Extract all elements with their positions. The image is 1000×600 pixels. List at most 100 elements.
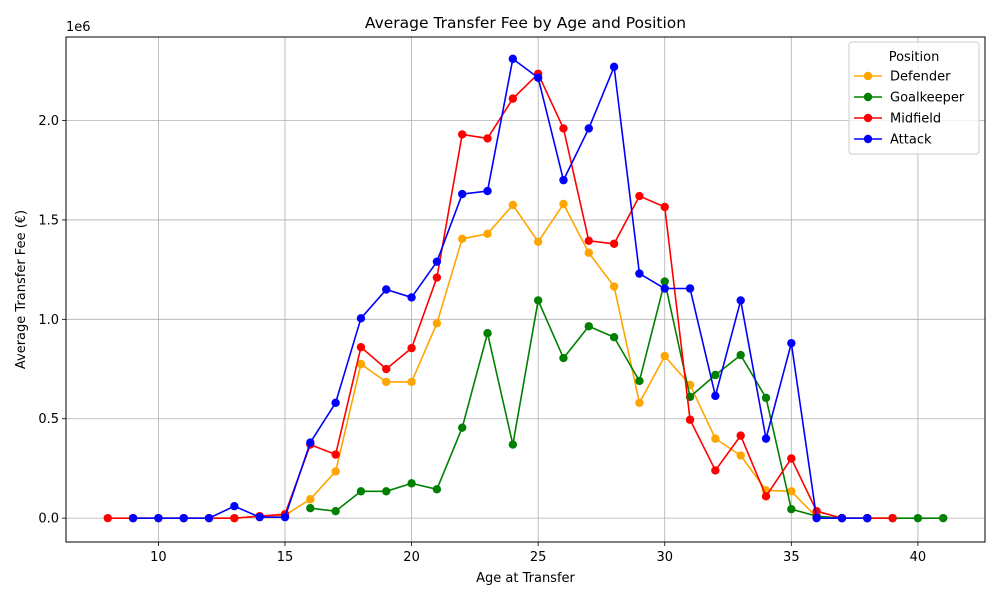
data-point-midfield [382,364,391,374]
data-point-midfield [685,415,695,424]
data-point-attack [230,502,239,511]
data-point-defender [356,359,366,369]
data-point-defender [609,282,619,291]
data-point-attack [787,338,796,348]
data-point-attack [179,513,188,523]
series-line-midfield [107,72,893,519]
y-tick-label: 1.0 [38,313,59,328]
x-tick-label: 40 [910,550,927,565]
legend: Position Defender Goalkeeper Midfield Attac… [848,41,980,155]
data-point-midfield [609,239,619,248]
data-point-midfield [432,273,442,282]
data-point-attack [306,438,315,447]
data-point-midfield [331,450,340,459]
data-point-attack [635,269,644,278]
data-point-goalkeeper [584,322,593,331]
data-point-attack [483,186,492,196]
legend-title: Position [889,50,940,65]
data-point-goalkeeper [407,479,416,488]
legend-item-attack: Attack [854,133,932,148]
series-line-attack [133,58,868,519]
data-point-defender [508,200,518,210]
data-point-midfield [559,124,568,133]
data-point-goalkeeper [382,487,391,496]
x-tick-label: 20 [403,550,420,565]
data-point-attack [863,513,872,523]
data-point-attack [609,62,619,72]
data-point-defender [407,377,416,387]
data-point-goalkeeper [483,329,492,338]
x-axis-label: Age at Transfer [476,571,575,586]
legend-box [848,41,980,155]
data-point-attack [660,284,669,293]
data-point-goalkeeper [736,350,745,360]
legend-label-goalkeeper: Goalkeeper [890,91,965,106]
plot-frame [65,36,986,543]
legend-marker-midfield [863,113,873,123]
data-point-attack [685,284,695,293]
data-point-attack [812,513,821,523]
y-tick-label: 2.0 [38,114,59,129]
data-point-defender [331,467,340,476]
data-point-midfield [787,454,796,463]
data-point-goalkeeper [761,393,771,403]
legend-item-goalkeeper: Goalkeeper [854,91,965,106]
data-point-attack [761,434,771,443]
data-point-attack [204,513,214,523]
data-point-defender [787,487,796,496]
series-layer [103,54,948,523]
legend-items: Defender Goalkeeper Midfield Attack [854,70,965,148]
data-point-attack [432,257,442,266]
data-point-attack [128,513,138,523]
x-tick-label: 30 [656,550,673,565]
data-point-goalkeeper [787,504,796,514]
data-point-attack [736,296,745,305]
data-point-goalkeeper [939,513,948,523]
data-point-goalkeeper [660,277,669,286]
legend-label-attack: Attack [890,133,932,148]
legend-item-midfield: Midfield [854,112,941,127]
y-tick-label: 0.5 [38,412,59,427]
data-point-attack [407,293,416,302]
data-point-defender [533,237,543,246]
data-point-defender [483,229,492,239]
data-point-goalkeeper [432,485,442,494]
data-point-midfield [508,94,518,103]
x-tick-label: 35 [783,550,800,565]
data-point-goalkeeper [913,513,923,523]
data-point-goalkeeper [306,504,315,513]
data-point-midfield [483,134,492,143]
data-point-defender [584,248,593,257]
legend-item-defender: Defender [854,70,951,85]
x-tick-label: 25 [530,550,547,565]
data-point-midfield [711,466,720,475]
data-point-goalkeeper [508,440,518,449]
data-point-midfield [736,431,745,440]
data-point-goalkeeper [356,487,366,496]
data-point-goalkeeper [331,506,340,516]
chart-title: Average Transfer Fee by Age and Position [365,14,686,32]
data-point-midfield [660,202,669,212]
x-tick-label: 10 [150,550,167,565]
y-axis-label: Average Transfer Fee (€) [14,210,29,369]
data-point-goalkeeper [458,423,467,432]
legend-label-midfield: Midfield [890,112,941,127]
legend-label-defender: Defender [890,70,951,85]
legend-marker-attack [863,134,873,144]
data-point-attack [154,513,163,523]
data-point-attack [382,285,391,294]
data-point-attack [331,398,340,408]
data-point-defender [635,398,644,408]
legend-marker-defender [863,71,873,81]
data-point-defender [736,451,745,460]
data-point-midfield [407,343,416,353]
data-point-goalkeeper [533,296,543,305]
legend-marker-goalkeeper [863,92,873,102]
data-point-attack [280,512,290,522]
data-point-midfield [230,513,239,523]
y-tick-label: 0.0 [38,512,59,527]
data-point-goalkeeper [609,333,619,342]
data-point-goalkeeper [635,376,644,386]
